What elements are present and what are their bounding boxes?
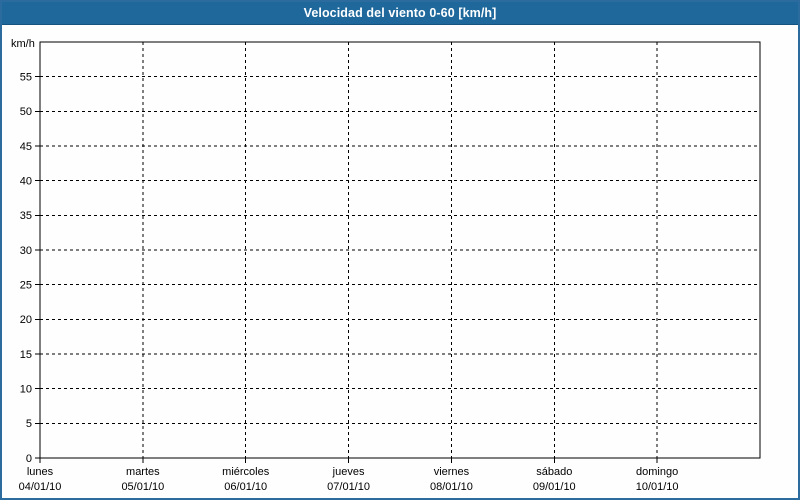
y-tick-label: 55 <box>20 72 32 84</box>
y-tick-label: 50 <box>20 106 32 118</box>
y-tick-label: 0 <box>26 453 32 465</box>
wind-speed-chart: 0 5 10 15 20 25 30 35 40 45 50 55 lunes 04/01/10 marte… <box>19 41 761 493</box>
y-tick-label: 15 <box>20 349 32 361</box>
y-tick-label: 35 <box>20 210 32 222</box>
x-day-name-label: domingo <box>636 466 678 478</box>
x-day-date-label: 04/01/10 <box>19 481 62 493</box>
x-day-name-label: jueves <box>332 466 365 478</box>
x-day-name-label: lunes <box>27 466 54 478</box>
y-tick-label: 10 <box>20 384 32 396</box>
y-axis-unit-label: km/h <box>11 38 35 50</box>
y-tick-label: 20 <box>20 314 32 326</box>
y-tick-label: 25 <box>20 280 32 292</box>
x-day-name-label: martes <box>126 466 160 478</box>
x-day-date-label: 09/01/10 <box>533 481 576 493</box>
x-day-date-label: 07/01/10 <box>327 481 370 493</box>
y-tick-label: 5 <box>26 418 32 430</box>
y-tick-label: 30 <box>20 245 32 257</box>
y-tick-label: 45 <box>20 141 32 153</box>
x-day-name-label: viernes <box>434 466 470 478</box>
chart-title-bar: Velocidad del viento 0-60 [km/h] <box>2 2 798 25</box>
x-day-date-label: 10/01/10 <box>636 481 679 493</box>
x-day-date-label: 08/01/10 <box>430 481 473 493</box>
x-day-date-label: 05/01/10 <box>121 481 164 493</box>
plot-box <box>39 41 761 459</box>
x-day-name-label: miércoles <box>222 466 270 478</box>
chart-title: Velocidad del viento 0-60 [km/h] <box>303 6 497 20</box>
y-tick-label: 40 <box>20 176 32 188</box>
x-day-date-label: 06/01/10 <box>224 481 267 493</box>
x-day-name-label: sábado <box>536 466 572 478</box>
